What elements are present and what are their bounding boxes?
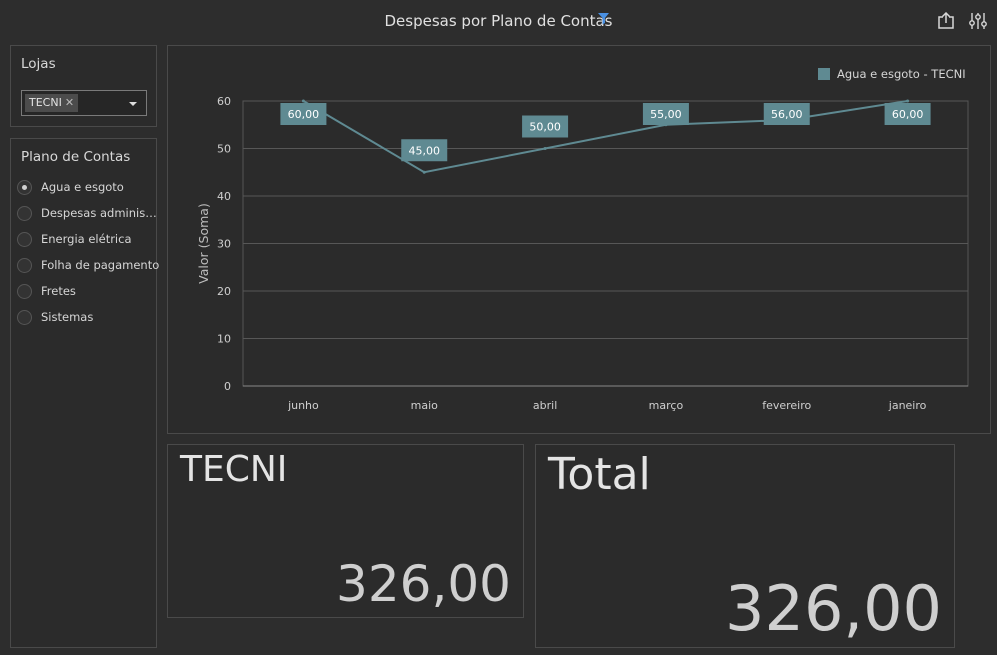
plano-item-label: Energia elétrica xyxy=(41,232,132,246)
legend-entry[interactable]: Agua e esgoto - TECNI xyxy=(837,67,966,81)
total-card: Total 326,00 xyxy=(535,444,955,648)
data-label: 45,00 xyxy=(409,144,441,157)
data-label-box xyxy=(642,103,689,125)
radio-button[interactable] xyxy=(17,232,32,247)
plano-item[interactable]: Sistemas xyxy=(17,307,159,333)
data-label: 60,00 xyxy=(288,108,320,121)
y-tick-label: 30 xyxy=(217,238,231,251)
card-value: 326,00 xyxy=(725,572,942,645)
x-tick-label: junho xyxy=(287,399,319,412)
plano-contas-panel: Plano de Contas Agua e esgoto Despesas a… xyxy=(10,138,161,648)
filter-icon[interactable] xyxy=(598,10,610,29)
tecni-card: TECNI 326,00 xyxy=(167,444,524,618)
radio-button[interactable] xyxy=(17,206,32,221)
plano-item-label: Despesas administrativas xyxy=(41,206,161,220)
data-label-box xyxy=(522,115,569,138)
chevron-down-icon[interactable] xyxy=(129,102,137,106)
data-label-box xyxy=(763,103,810,125)
x-tick-label: março xyxy=(649,399,684,412)
chart-panel: Agua e esgoto - TECNI 0 10 20 30 40 50 60 junho… xyxy=(167,45,991,434)
data-point xyxy=(422,170,426,174)
x-tick-label: maio xyxy=(411,399,439,412)
data-point xyxy=(301,99,305,103)
legend-swatch xyxy=(818,68,830,80)
y-tick-label: 40 xyxy=(217,190,231,203)
card-label: Total xyxy=(548,449,651,500)
lojas-title: Lojas xyxy=(21,56,56,72)
y-tick-label: 0 xyxy=(224,380,231,393)
plano-item-label: Agua e esgoto xyxy=(41,180,124,194)
chart-axes: 0 10 20 30 40 50 60 junho maio abril março fevereir… xyxy=(196,95,968,412)
y-tick-label: 50 xyxy=(217,143,231,156)
plano-item-label: Sistemas xyxy=(41,310,94,324)
radio-button[interactable] xyxy=(17,284,32,299)
plano-item[interactable]: Fretes xyxy=(17,281,159,307)
radio-button[interactable] xyxy=(17,310,32,325)
x-tick-label: abril xyxy=(533,399,557,412)
card-value: 326,00 xyxy=(336,555,511,613)
plano-contas-list: Agua e esgoto Despesas administrativas E… xyxy=(17,177,161,333)
parameters-icon[interactable] xyxy=(968,12,988,34)
data-label: 50,00 xyxy=(529,121,561,134)
series-line xyxy=(302,100,908,174)
dashboard-title: Despesas por Plano de Contas xyxy=(384,12,613,30)
x-tick-label: janeiro xyxy=(888,399,927,412)
data-label-box xyxy=(401,139,448,162)
data-label-box xyxy=(280,103,327,125)
y-axis-title: Valor (Soma) xyxy=(196,203,211,284)
radio-button[interactable] xyxy=(17,180,32,195)
line-chart: 0 10 20 30 40 50 60 junho maio abril março fevereir… xyxy=(196,95,969,412)
data-label-box xyxy=(884,103,931,125)
chart-grid xyxy=(242,100,969,387)
y-tick-label: 20 xyxy=(217,285,231,298)
data-label: 56,00 xyxy=(771,108,803,121)
export-icon[interactable] xyxy=(937,11,955,34)
y-tick-label: 60 xyxy=(217,95,231,108)
chart-series xyxy=(301,99,910,174)
plano-item[interactable]: Despesas administrativas xyxy=(17,203,161,229)
selected-tag-label: TECNI xyxy=(29,96,62,109)
plano-item[interactable]: Energia elétrica xyxy=(17,229,159,255)
data-label: 60,00 xyxy=(892,108,924,121)
remove-tag-icon[interactable]: ✕ xyxy=(64,96,75,109)
data-point xyxy=(906,99,910,103)
data-label: 55,00 xyxy=(650,108,682,121)
chart-data-labels: 60,00 45,00 50,00 55,00 56,00 60,00 xyxy=(280,103,931,162)
data-point xyxy=(543,147,547,150)
lojas-filter-panel: Lojas TECNI ✕ xyxy=(10,45,157,127)
x-tick-label: fevereiro xyxy=(762,399,811,412)
plano-item-label: Folha de pagamento xyxy=(41,258,160,272)
y-tick-label: 10 xyxy=(217,333,231,346)
radio-button[interactable] xyxy=(17,258,32,273)
plano-item[interactable]: Folha de pagamento xyxy=(17,255,159,281)
lojas-select[interactable]: TECNI ✕ xyxy=(21,90,147,116)
card-label: TECNI xyxy=(180,449,288,490)
dashboard-header: Despesas por Plano de Contas xyxy=(0,0,997,42)
plano-item-label: Fretes xyxy=(41,284,76,298)
plano-item[interactable]: Agua e esgoto xyxy=(17,177,159,203)
selected-tag: TECNI ✕ xyxy=(25,94,79,112)
plano-contas-title: Plano de Contas xyxy=(21,149,131,165)
